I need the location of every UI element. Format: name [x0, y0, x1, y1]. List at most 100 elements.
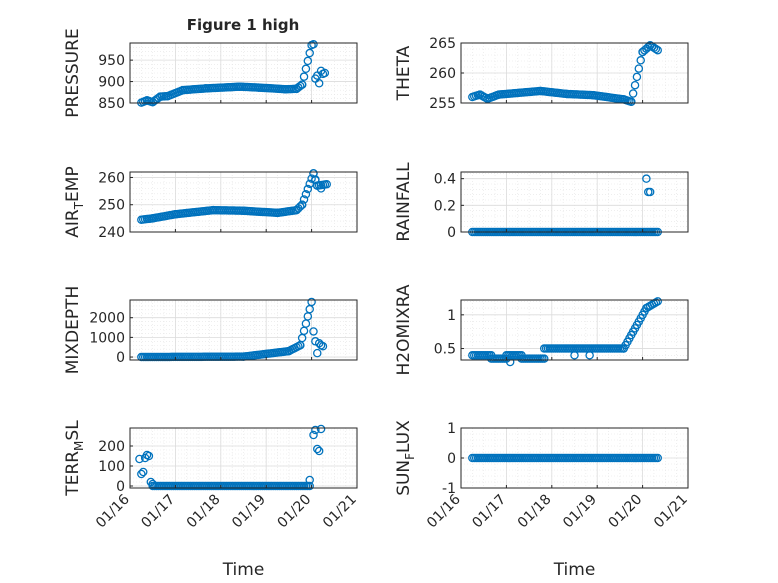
series-terr-msl	[135, 424, 326, 491]
data-point	[653, 45, 662, 55]
y-tick-label: 850	[98, 96, 125, 112]
data-point	[297, 80, 307, 89]
y-axis-label: AIRTEMP	[63, 166, 86, 237]
figure-title: Figure 1 high	[187, 16, 300, 34]
data-point	[146, 477, 156, 487]
y-axis-label: PRESSURE	[63, 28, 83, 117]
data-point	[314, 79, 324, 88]
data-point	[299, 195, 309, 204]
series-h2omixra	[468, 297, 662, 367]
y-tick-label: -1	[442, 481, 456, 497]
y-axis-label: MIXDEPTH	[63, 286, 83, 375]
data-point	[627, 97, 636, 107]
y-tick-label: 2000	[89, 311, 125, 327]
subplot-pressure: 850 900 950 PRESSURE	[63, 28, 358, 118]
y-tick-label: 260	[429, 66, 456, 82]
axes-frame	[460, 299, 689, 361]
grid	[129, 428, 358, 488]
series-sun-flux	[468, 453, 662, 463]
y-tick-label: 950	[98, 53, 125, 69]
data-point	[295, 81, 305, 91]
y-tick-label: 0	[447, 225, 456, 241]
axes-frame	[129, 427, 358, 489]
y-tick-label: 250	[98, 198, 125, 214]
data-point	[314, 446, 324, 456]
data-point	[295, 202, 305, 211]
data-point	[313, 444, 322, 454]
subplot-mixdepth: 0 1000 2000 MIXDEPTH	[63, 286, 358, 375]
data-point	[653, 453, 662, 463]
data-point	[628, 89, 638, 98]
data-point	[505, 357, 515, 367]
subplot-rainfall: 0 0.2 0.4 RAINFALL	[394, 162, 689, 242]
grid	[129, 300, 358, 360]
y-tick-label: 1000	[89, 330, 125, 346]
y-tick-label: 255	[429, 96, 456, 112]
subplot-h2omixra: 0.5 1 H2OMIXRA	[394, 284, 689, 376]
data-point	[303, 56, 313, 66]
data-point	[144, 451, 154, 461]
y-tick-label: 1	[447, 308, 456, 324]
data-point	[303, 184, 313, 194]
data-point	[634, 64, 644, 73]
series-mixdepth	[137, 297, 328, 362]
data-point	[309, 40, 318, 49]
data-point	[305, 481, 314, 491]
grid	[460, 172, 689, 233]
y-tick-label: 0	[447, 451, 456, 467]
y-axis-label: H2OMIXRA	[394, 284, 414, 375]
axes-frame	[129, 299, 358, 361]
y-axis-label: RAINFALL	[394, 162, 414, 242]
y-tick-label: 0	[116, 350, 125, 366]
data-point	[645, 187, 655, 197]
axes-frame	[129, 171, 358, 233]
data-point	[135, 454, 144, 464]
data-point	[138, 467, 148, 477]
data-point	[653, 297, 662, 306]
data-point	[154, 93, 163, 103]
series-theta	[468, 41, 662, 107]
data-point	[642, 174, 651, 183]
data-point	[305, 48, 314, 58]
data-point	[651, 44, 661, 54]
y-tick-label: 1	[447, 421, 456, 437]
data-point	[632, 72, 642, 82]
y-tick-label: 0.5	[434, 342, 456, 358]
data-point	[309, 327, 318, 336]
data-point	[297, 200, 307, 209]
y-tick-label: 260	[98, 170, 125, 186]
data-point	[301, 64, 311, 74]
data-point	[299, 72, 309, 81]
y-axis-label: TERRMSL	[63, 420, 86, 497]
axes-frame	[460, 171, 689, 233]
data-point	[305, 475, 314, 485]
data-point	[570, 351, 579, 360]
data-point	[585, 351, 594, 360]
y-tick-label: 200	[98, 439, 125, 455]
data-point	[322, 180, 331, 189]
data-point	[311, 425, 320, 435]
series-pressure	[137, 40, 330, 107]
data-point	[301, 190, 311, 199]
subplot-theta: 255 260 265 THETA	[394, 36, 689, 112]
data-point	[636, 56, 645, 65]
data-point	[318, 341, 328, 351]
data-point	[311, 175, 320, 185]
y-tick-label: 100	[98, 459, 125, 475]
axes-frame	[129, 42, 358, 104]
y-axis-label: SUNFLUX	[394, 420, 417, 496]
data-point	[137, 469, 146, 479]
data-point	[630, 80, 640, 90]
x-axis-label: Time	[222, 560, 265, 580]
data-point	[307, 297, 316, 307]
series-air-temp	[137, 169, 331, 224]
data-point	[307, 174, 316, 183]
y-tick-label: 240	[98, 225, 125, 241]
subplot-air-temp: 240 250 260 AIRTEMP	[63, 166, 358, 241]
data-point	[539, 354, 549, 363]
y-tick-label: 0.2	[434, 198, 456, 214]
y-axis-label: THETA	[394, 45, 414, 101]
data-point	[316, 184, 326, 193]
data-point	[316, 424, 326, 434]
